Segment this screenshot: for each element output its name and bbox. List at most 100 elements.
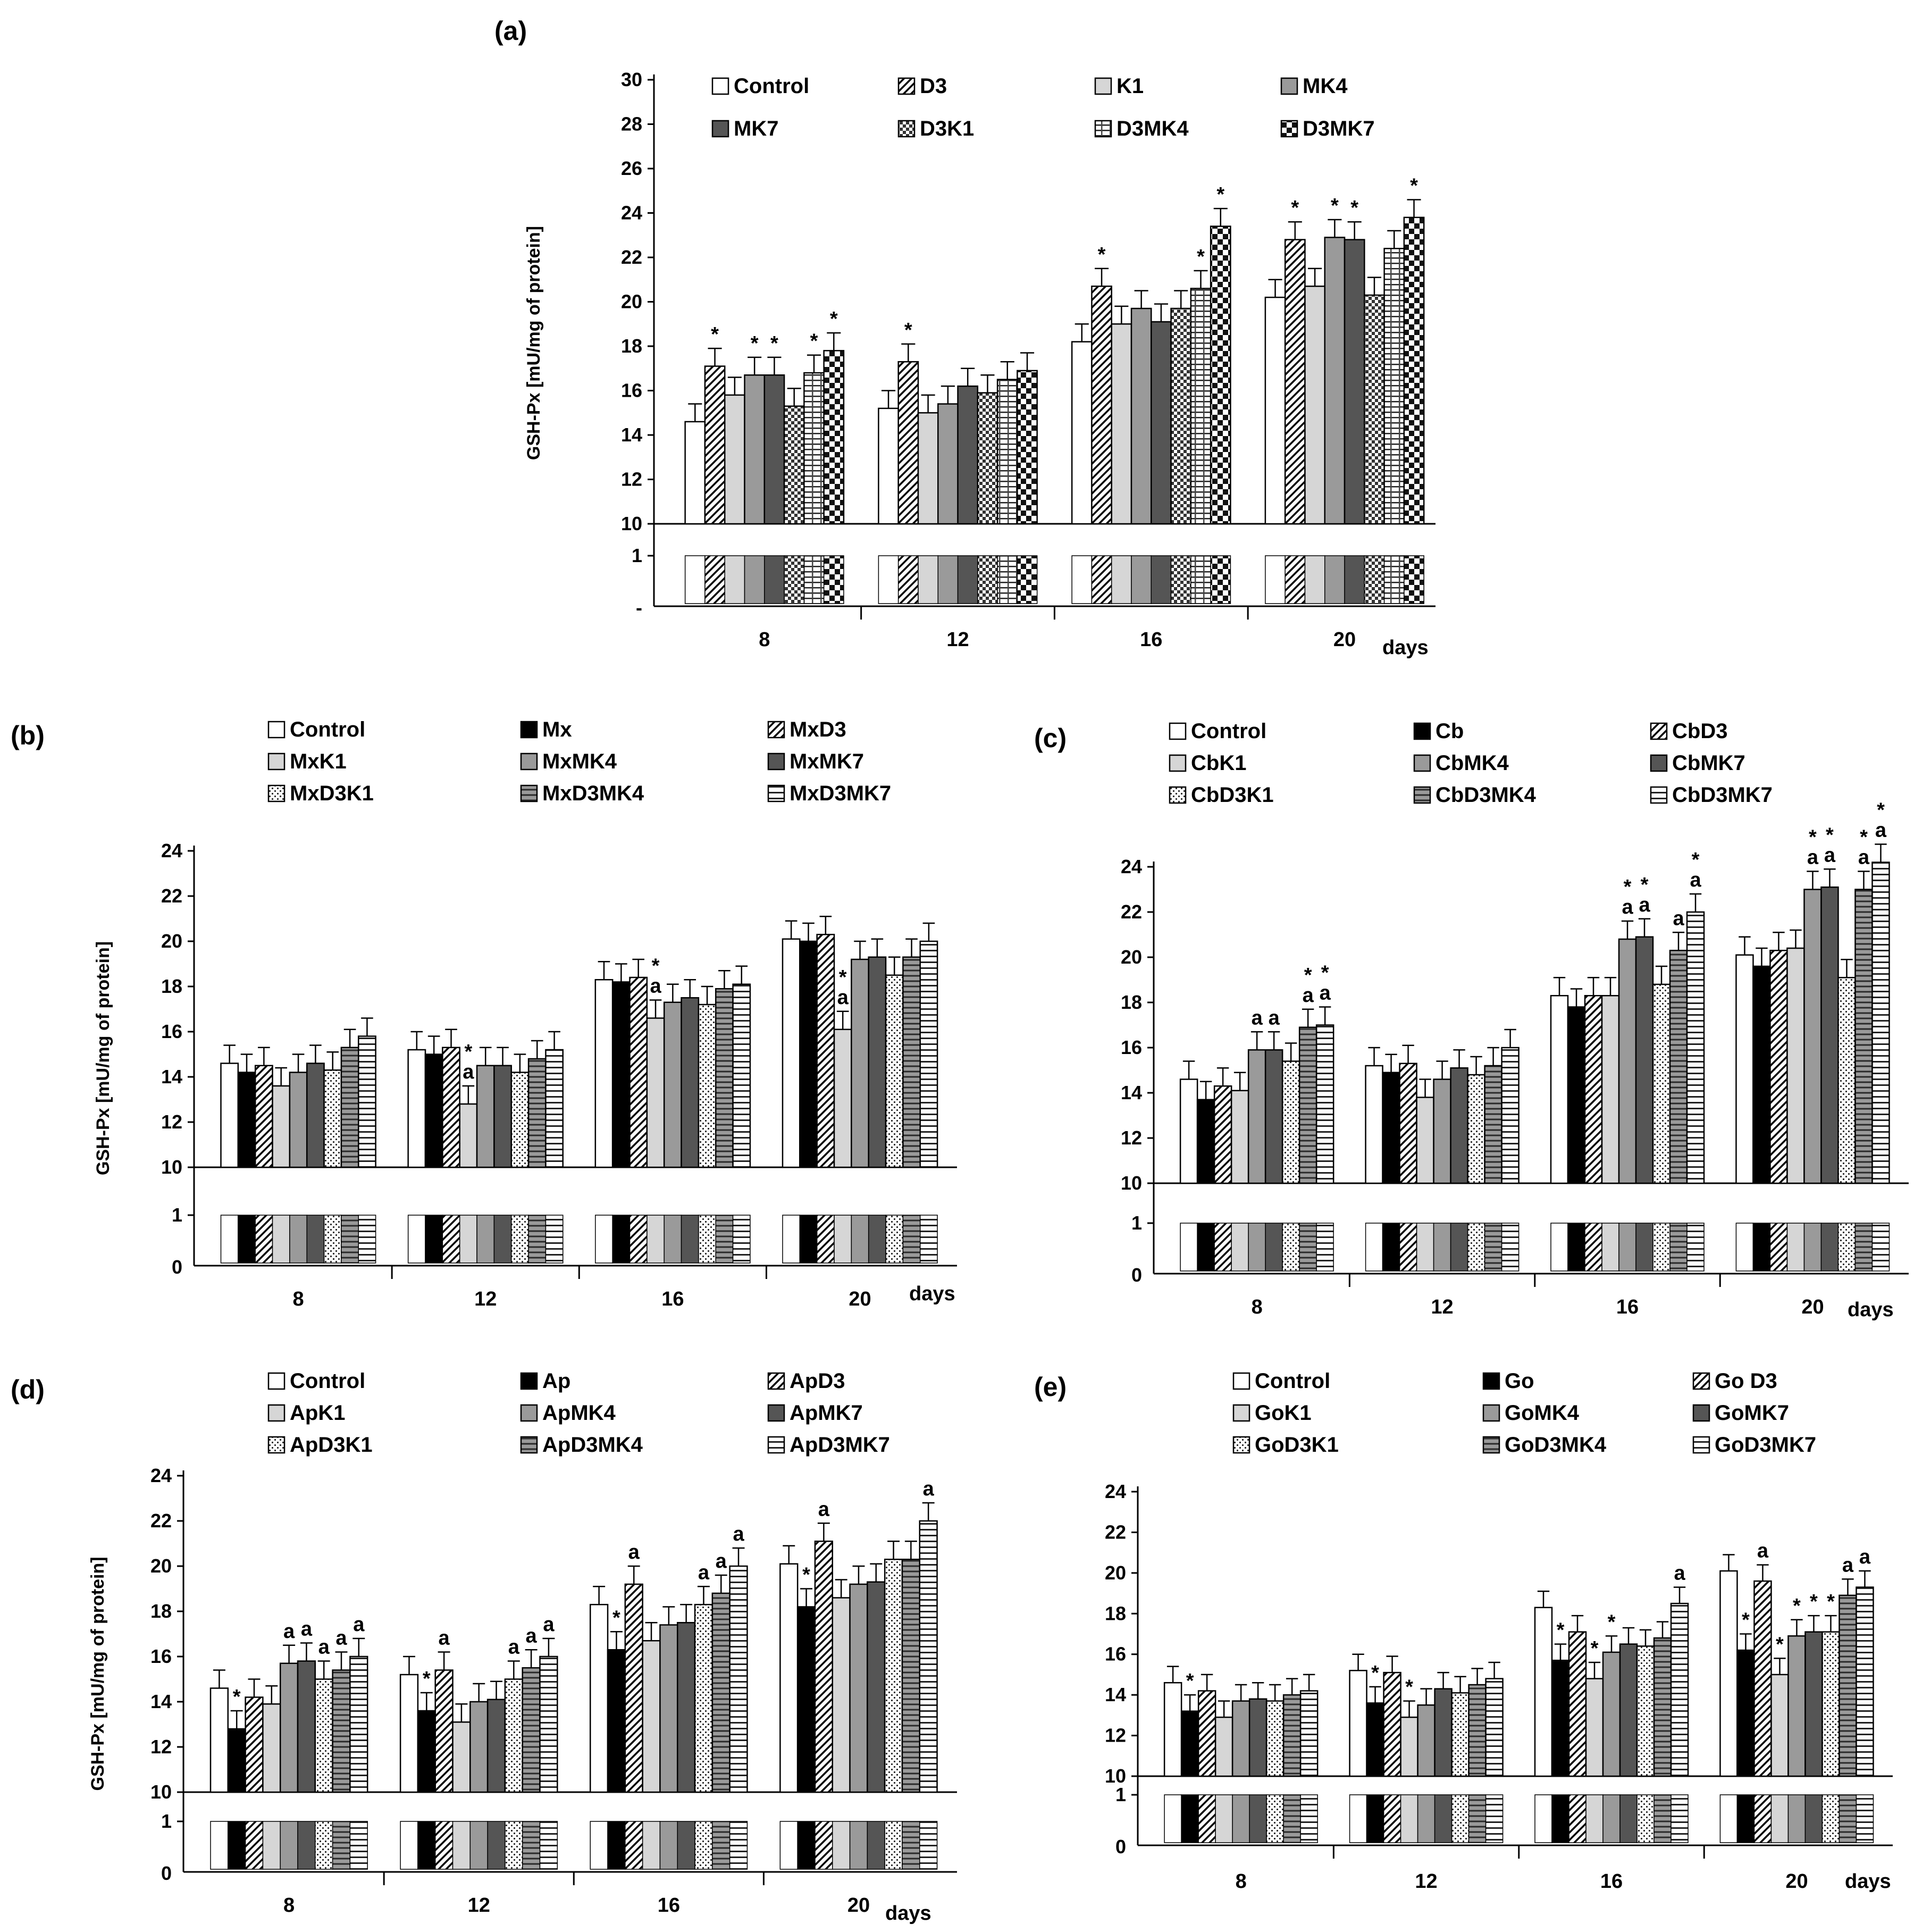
strip-cell-control [684, 555, 706, 604]
strip-tick-label: - [636, 597, 642, 618]
bar-control-day-20 [1719, 1570, 1738, 1777]
legend-swatch-control [267, 721, 286, 739]
strip-cell-cbd3mk7 [1871, 1223, 1890, 1272]
legend-label-apd3k1: ApD3K1 [290, 1433, 373, 1457]
bar-d3k1-day-8 [783, 405, 805, 525]
strip-cell-apmk4 [280, 1821, 298, 1870]
error-bar [1252, 1682, 1264, 1699]
significance-letter: a [335, 1627, 347, 1650]
error-bar [1604, 977, 1617, 996]
strip-cell-control [878, 555, 899, 604]
legend-swatch-apk1 [267, 1404, 286, 1422]
bar-mxk1-day-8 [272, 1085, 291, 1168]
x-category-label: 20 [1333, 629, 1356, 651]
strip-cell-apd3k1 [884, 1821, 903, 1870]
strip-cell-apmk4 [849, 1821, 868, 1870]
y-tick-label: 14 [1105, 1684, 1126, 1705]
error-bar [1554, 1643, 1567, 1661]
strip-cell-d3mk4 [1383, 555, 1405, 604]
error-bar [767, 356, 782, 375]
error-bar [473, 1683, 485, 1702]
strip-tick-label: 1 [172, 1204, 182, 1226]
bar-control-day-12 [878, 407, 899, 525]
y-tick-label: 12 [1105, 1725, 1126, 1746]
bar-d3-day-12 [897, 361, 919, 525]
error-bar [1286, 1678, 1298, 1695]
significance-letter: a [1824, 844, 1836, 866]
bar-mxd3k1-day-16 [698, 1003, 717, 1168]
y-tick-label: 12 [161, 1111, 182, 1133]
strip-cell-k1 [1304, 555, 1325, 604]
strip-cell-apd3mk4 [522, 1821, 541, 1870]
legend-swatch-cbd3k1 [1169, 786, 1187, 804]
y-tick-label: 14 [161, 1066, 182, 1088]
bar-mx-day-8 [237, 1072, 256, 1168]
strip-cell-apk1 [262, 1821, 281, 1870]
strip-cell-god3mk4 [1468, 1794, 1487, 1843]
strip-cell-d3 [704, 555, 725, 604]
significance-letter: a [923, 1478, 935, 1500]
strip-cell-gomk4 [1417, 1794, 1435, 1843]
error-bar [1842, 1578, 1854, 1595]
significance-letter: a [1690, 869, 1701, 891]
legend-label-d3k1: D3K1 [920, 117, 974, 140]
bar-control-day-20 [1264, 296, 1286, 525]
error-bar [827, 332, 841, 351]
error-bar [1403, 1700, 1415, 1718]
significance-letter: a [543, 1613, 555, 1636]
strip-cell-k1 [1111, 555, 1132, 604]
strip-cell-apd3 [625, 1821, 643, 1870]
bar-apd3mk4-day-20 [901, 1559, 921, 1793]
error-bar [531, 1040, 543, 1059]
error-bar [732, 1547, 745, 1566]
error-bar [684, 979, 696, 998]
bar-control-day-16 [1534, 1607, 1553, 1777]
error-bar [819, 916, 832, 935]
significance-star: * [1331, 195, 1339, 217]
error-bar [548, 1031, 560, 1050]
x-category-label: 8 [1236, 1870, 1247, 1893]
significance-letter: a [1252, 1007, 1263, 1029]
error-bar [1288, 221, 1302, 240]
significance-star: * [1860, 826, 1868, 849]
bar-mxd3mk7-day-16 [732, 983, 751, 1168]
strip-cell-cbd3k1 [1837, 1223, 1856, 1272]
error-bar [525, 1649, 538, 1668]
bar-cbmk7-day-16 [1635, 936, 1654, 1184]
error-bar [836, 1010, 849, 1030]
error-bar [1824, 868, 1836, 888]
bar-k1-day-12 [917, 412, 939, 525]
y-tick-label: 24 [1121, 856, 1142, 877]
error-bar [1319, 1006, 1331, 1025]
error-bar [800, 1588, 813, 1607]
y-tick-label: 10 [150, 1781, 172, 1803]
strip-cell-control [210, 1821, 229, 1870]
error-bar [1453, 1049, 1465, 1068]
bar-cbmk4-day-8 [1247, 1049, 1266, 1184]
error-bar [292, 1053, 305, 1073]
error-bar [1183, 1694, 1196, 1711]
strip-cell-mxd3mk7 [919, 1215, 938, 1264]
significance-star: * [1186, 1670, 1194, 1692]
y-tick-label: 10 [1105, 1765, 1126, 1787]
legend-label-d3: D3 [920, 74, 947, 98]
error-bar [309, 1044, 322, 1064]
legend-label-mk4: MK4 [1303, 74, 1348, 98]
y-tick-label: 18 [1121, 991, 1142, 1013]
panel-label: (e) [1034, 1372, 1067, 1402]
significance-letter: a [1269, 1007, 1280, 1029]
error-bar [1689, 893, 1702, 912]
legend-swatch-mxmk4 [520, 752, 538, 771]
bar-god3mk4-day-8 [1282, 1694, 1302, 1777]
strip-cell-god3mk7 [1300, 1794, 1318, 1843]
bar-d3mk7-day-12 [1017, 370, 1038, 525]
error-bar [420, 1692, 433, 1711]
strip-cell-go-d3 [1383, 1794, 1401, 1843]
error-bar [888, 956, 901, 975]
bar-mk4-day-12 [937, 403, 959, 525]
x-axis-label: days [885, 1902, 931, 1925]
legend-label-apmk7: ApMK7 [790, 1401, 863, 1425]
y-tick-label: 20 [621, 291, 642, 313]
y-tick-label: 16 [161, 1021, 182, 1042]
bar-d3mk4-day-8 [803, 372, 825, 525]
